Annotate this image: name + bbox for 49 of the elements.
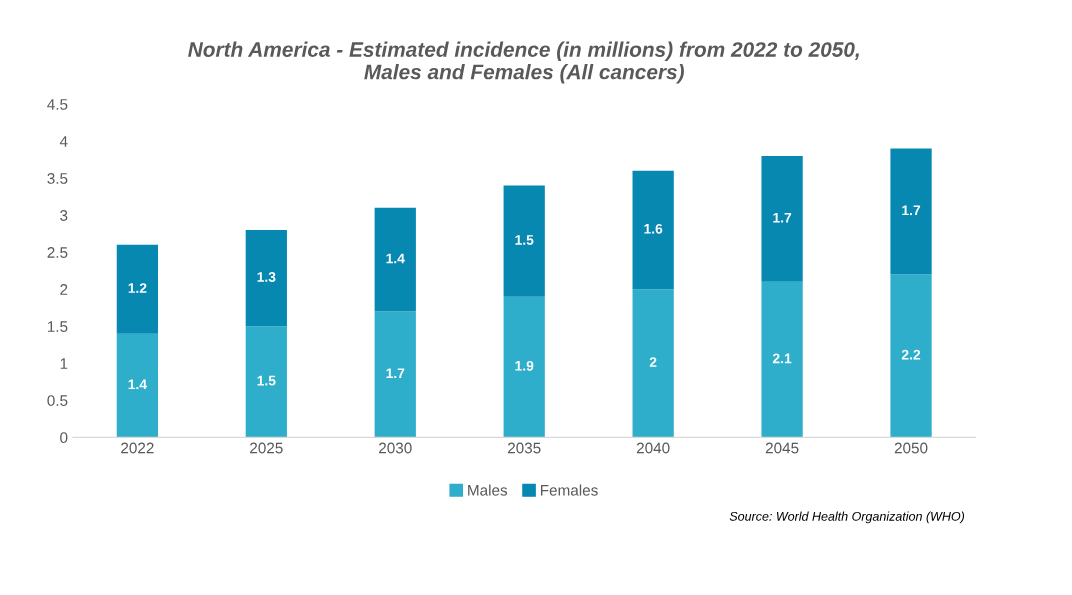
bar bbox=[116, 333, 158, 438]
bar bbox=[503, 185, 545, 297]
x-tick-label: 2022 bbox=[121, 442, 154, 454]
data-label: 1.9 bbox=[515, 360, 534, 371]
x-tick-label: 2025 bbox=[250, 442, 283, 454]
y-tick-label: 2.5 bbox=[47, 247, 68, 258]
data-label: 1.5 bbox=[257, 375, 276, 386]
y-tick-label: 3.5 bbox=[47, 173, 68, 184]
bar bbox=[245, 326, 287, 438]
data-label: 1.5 bbox=[515, 235, 534, 245]
data-label: 1.7 bbox=[773, 212, 792, 223]
y-tick-label: 1.5 bbox=[47, 321, 68, 332]
y-tick-label: 4.5 bbox=[47, 99, 68, 110]
data-label: 1.6 bbox=[644, 223, 663, 234]
data-label: 2 bbox=[649, 357, 657, 367]
bar bbox=[890, 148, 932, 275]
x-tick-label: 2035 bbox=[507, 442, 541, 454]
data-label: 1.4 bbox=[386, 253, 405, 264]
data-label: 2.1 bbox=[772, 353, 792, 364]
y-tick-label: 2 bbox=[60, 284, 68, 295]
data-label: 1.3 bbox=[257, 272, 276, 282]
y-tick-label: 0 bbox=[60, 432, 68, 444]
data-label: 2.2 bbox=[901, 349, 921, 360]
y-tick-label: 3 bbox=[60, 210, 68, 221]
data-label: 1.7 bbox=[386, 368, 405, 378]
data-label: 1.4 bbox=[128, 379, 147, 390]
chart-title: North America - Estimated incidence (in millions) from 2022 to 2050, Males and Females (All cancers) bbox=[188, 41, 859, 84]
x-tick-label: 2045 bbox=[765, 442, 799, 454]
bar bbox=[503, 296, 545, 438]
bar bbox=[890, 274, 932, 438]
y-tick-label: 1 bbox=[60, 358, 68, 369]
bar bbox=[374, 311, 416, 438]
x-tick-label: 2050 bbox=[894, 442, 928, 454]
bar bbox=[761, 281, 803, 438]
bar bbox=[374, 207, 416, 312]
bar bbox=[632, 170, 674, 290]
y-tick-label: 4 bbox=[59, 136, 68, 147]
bar bbox=[245, 230, 287, 327]
legend-label: Males bbox=[468, 484, 508, 496]
x-tick-label: 2030 bbox=[379, 442, 412, 454]
legend-label: Females bbox=[540, 484, 598, 496]
data-label: 1.7 bbox=[902, 205, 921, 216]
bar bbox=[761, 155, 803, 282]
x-tick-label: 2040 bbox=[636, 442, 670, 454]
y-tick-label: 0.5 bbox=[47, 395, 68, 406]
bar bbox=[116, 244, 158, 334]
source-note: Source: World Health Organization (WHO) bbox=[729, 511, 965, 524]
data-label: 1.2 bbox=[128, 283, 147, 293]
bar bbox=[632, 289, 674, 438]
